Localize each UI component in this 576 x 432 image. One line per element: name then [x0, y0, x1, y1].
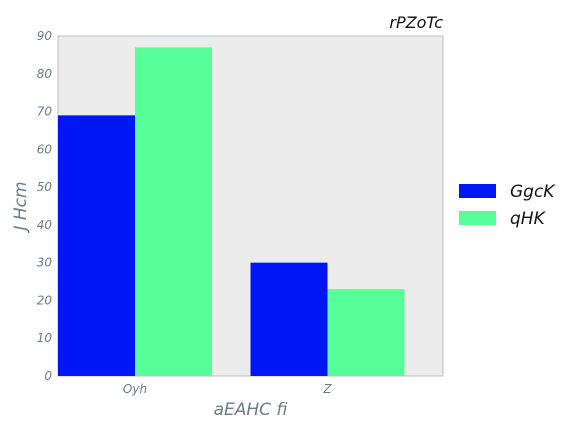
chart-title: rPZoTc — [389, 13, 443, 32]
legend-label-GgcK: GgcK — [510, 182, 556, 202]
y-axis-label: J Hcm — [11, 181, 31, 233]
y-tick-label: 0 — [44, 369, 52, 383]
legend-swatch-qHK — [459, 211, 496, 225]
bar-GgcK-Oyh — [58, 115, 135, 376]
bar-qHK-Z — [327, 289, 405, 376]
legend-swatch-GgcK — [459, 184, 496, 198]
bar-qHK-Oyh — [135, 47, 212, 376]
y-axis-ticks: 0 10 20 30 40 50 60 70 80 90 — [37, 29, 53, 383]
x-axis-label: aEAHC fi — [214, 400, 288, 420]
bars-group — [58, 47, 405, 376]
legend-label-qHK: qHK — [510, 209, 547, 229]
y-tick-label: 80 — [37, 67, 53, 81]
x-axis-ticks: Oyh Z — [123, 382, 332, 396]
y-tick-label: 40 — [37, 218, 53, 232]
y-tick-label: 50 — [37, 180, 53, 194]
legend: GgcK qHK — [459, 182, 556, 229]
y-tick-label: 70 — [37, 105, 53, 119]
y-tick-label: 90 — [37, 29, 53, 43]
y-tick-label: 60 — [37, 142, 53, 156]
x-tick-label: Oyh — [123, 382, 147, 396]
x-tick-label: Z — [322, 382, 332, 396]
y-tick-label: 30 — [37, 256, 53, 270]
bar-GgcK-Z — [250, 262, 328, 376]
y-tick-label: 20 — [37, 293, 53, 307]
y-tick-label: 10 — [37, 331, 53, 345]
